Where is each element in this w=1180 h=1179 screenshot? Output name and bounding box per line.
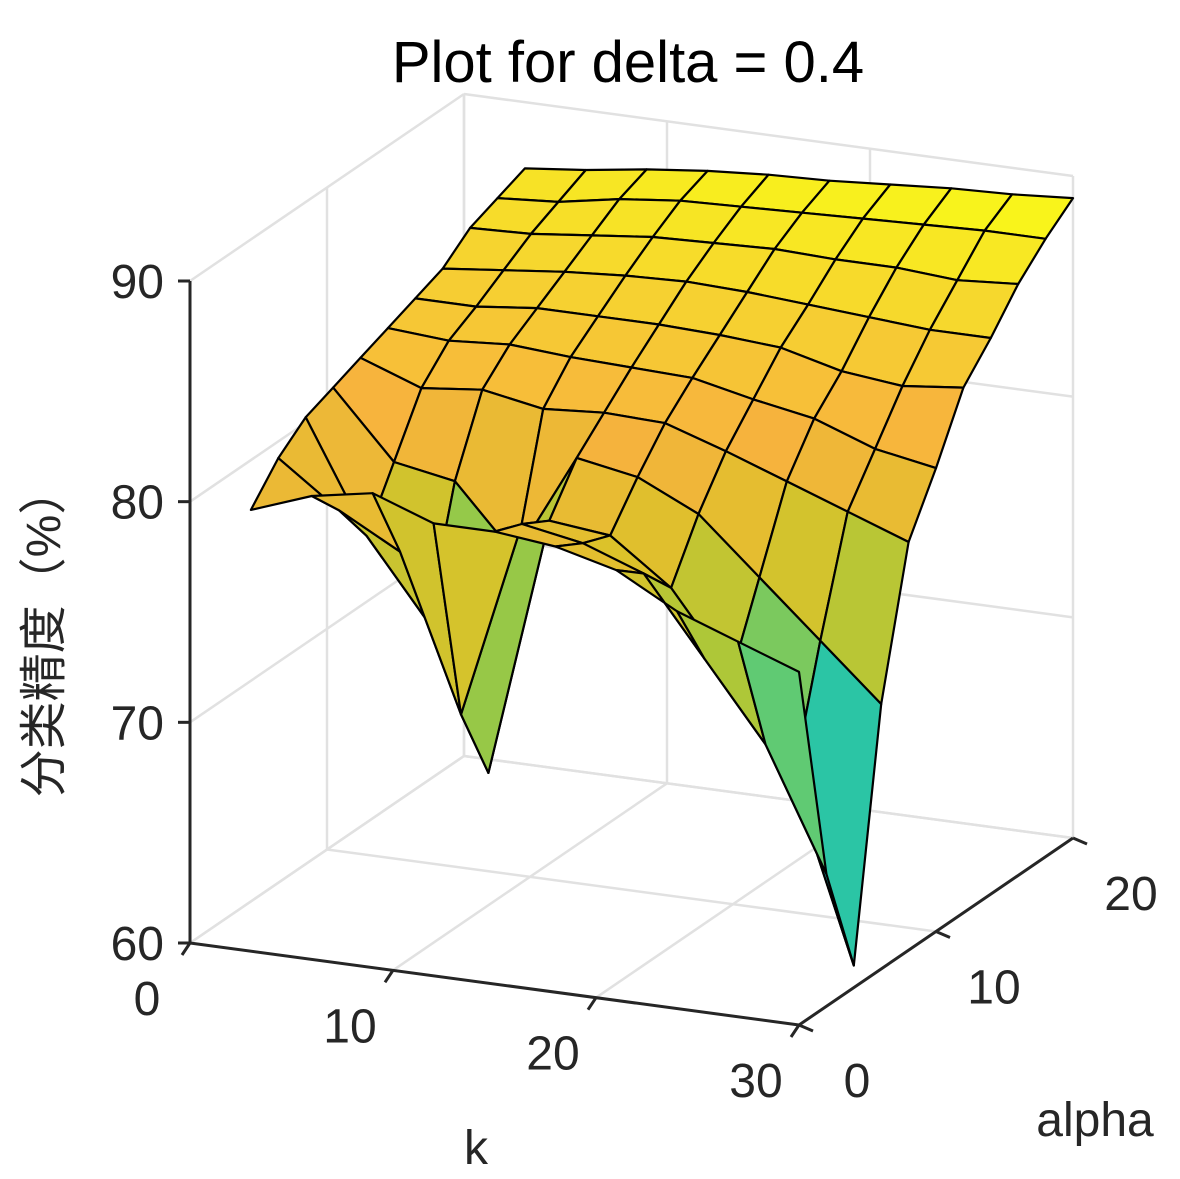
grid-line xyxy=(189,92,465,283)
chart-title: Plot for delta = 0.4 xyxy=(392,30,864,95)
y-tick-label: 10 xyxy=(967,962,1020,1015)
x-tick xyxy=(789,1024,801,1038)
y-tick-label: 20 xyxy=(1104,868,1157,921)
z-tick-label: 60 xyxy=(111,918,164,971)
x-tick xyxy=(180,942,192,956)
z-axis-title: 分类精度（%） xyxy=(18,467,71,798)
z-tick-label: 80 xyxy=(111,477,164,530)
z-tick-label: 70 xyxy=(111,697,164,750)
grid-line xyxy=(463,754,1074,840)
grid-line xyxy=(326,848,937,933)
y-tick xyxy=(935,930,951,939)
tick-labels: 60 70 80 90 0 10 20 30 0 10 20 xyxy=(111,256,1158,1108)
x-tick-label: 0 xyxy=(134,973,161,1026)
x-tick-label: 10 xyxy=(323,1000,376,1053)
grid-line xyxy=(463,92,1074,178)
y-tick xyxy=(798,1023,814,1033)
y-tick-label: 0 xyxy=(844,1055,871,1108)
x-tick xyxy=(383,969,395,984)
z-tick-label: 90 xyxy=(111,256,164,309)
surface-mesh xyxy=(249,167,1075,967)
surface-patch xyxy=(736,640,828,876)
axes xyxy=(178,279,1088,1038)
x-tick-label: 30 xyxy=(729,1055,782,1108)
x-tick-label: 20 xyxy=(526,1028,579,1081)
x-axis-title: k xyxy=(464,1122,489,1175)
y-axis-title: alpha xyxy=(1036,1094,1154,1147)
x-axis-line xyxy=(189,941,800,1027)
x-tick xyxy=(586,996,598,1011)
y-tick xyxy=(1072,836,1088,846)
grid-line xyxy=(189,754,465,945)
